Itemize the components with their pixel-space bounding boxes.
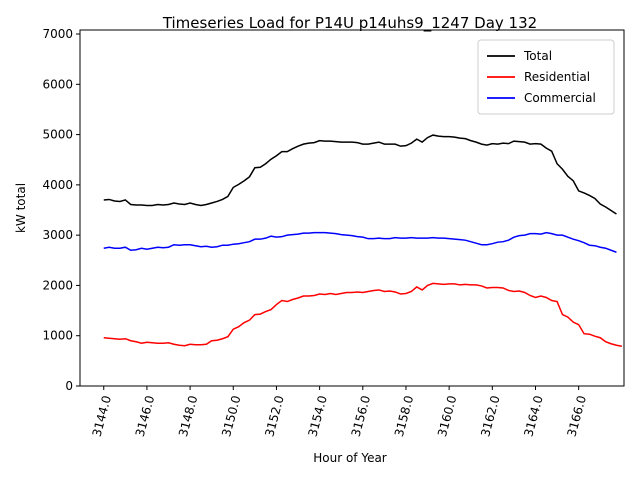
legend: Total Residential Commercial <box>477 39 615 115</box>
y-axis: 0 1000 2000 3000 4000 5000 6000 7000 <box>42 27 80 393</box>
series-line-commercial <box>103 231 617 253</box>
legend-box <box>477 39 615 115</box>
y-tick-label: 6000 <box>42 77 73 91</box>
y-tick-label: 3000 <box>42 228 73 242</box>
y-tick-label: 1000 <box>42 329 73 343</box>
legend-label-commercial: Commercial <box>524 91 596 105</box>
y-tick-label: 0 <box>65 379 73 393</box>
y-tick-label: 4000 <box>42 178 73 192</box>
y-tick-label: 7000 <box>42 27 73 41</box>
legend-label-total: Total <box>523 49 552 63</box>
series-line-total <box>103 134 617 215</box>
y-tick-label: 2000 <box>42 278 73 292</box>
y-tick-label: 5000 <box>42 128 73 142</box>
x-axis-label: Hour of Year <box>313 451 387 465</box>
series-layer <box>103 134 622 348</box>
chart-title: Timeseries Load for P14U p14uhs9_1247 Da… <box>162 14 537 33</box>
y-axis-label: kW total <box>14 183 28 233</box>
plot-area-frame <box>79 29 625 387</box>
series-line-residential <box>103 282 622 348</box>
legend-label-residential: Residential <box>524 70 590 84</box>
